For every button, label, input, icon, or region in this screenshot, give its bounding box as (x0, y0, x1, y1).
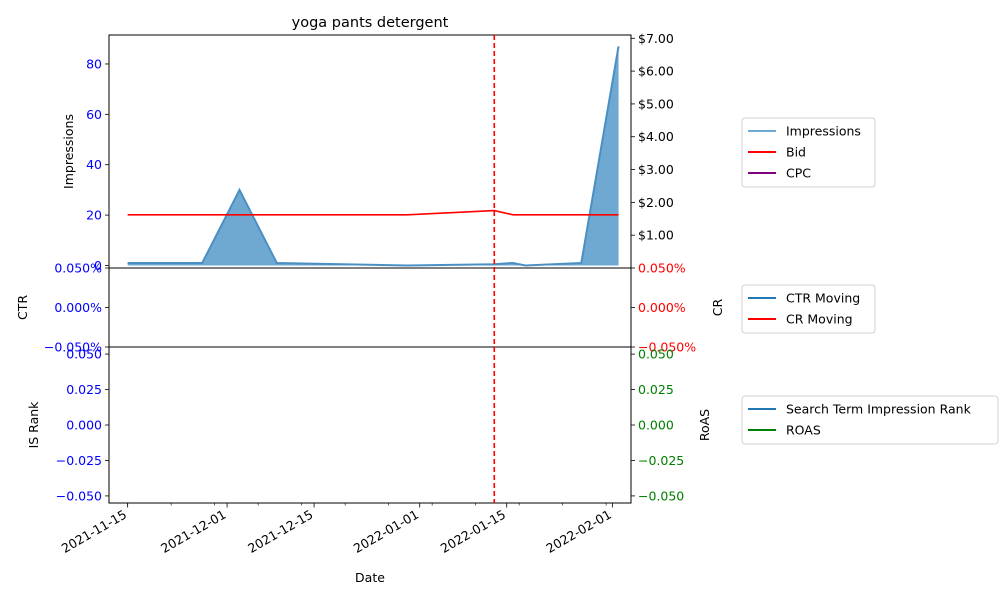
legend-label-cr-moving: CR Moving (786, 312, 853, 327)
rank-right-tick-label: −0.025 (638, 453, 684, 468)
impressions-frame (108, 34, 632, 269)
ctr-left-tick-label: −0.050% (44, 340, 102, 355)
rank-left-tick-label: −0.050 (56, 488, 102, 503)
x-axis-label: Date (355, 570, 385, 585)
impressions-right-tick-label: $5.00 (638, 96, 674, 111)
impressions-line (127, 46, 620, 267)
impressions-left-axis-label: Impressions (61, 114, 76, 189)
x-tick-label: 2021-12-15 (245, 507, 315, 556)
rank-frame (108, 346, 632, 504)
impressions-left-tick-label: 0 (94, 258, 102, 273)
rank-left-tick-label: −0.025 (56, 453, 102, 468)
ctr-right-tick-label: −0.050% (638, 340, 696, 355)
rank-left-tick-label: 0.025 (66, 382, 102, 397)
legend-label-roas: ROAS (786, 423, 821, 438)
legend-label-ctr-moving: CTR Moving (786, 291, 860, 306)
x-tick-label: 2021-11-15 (59, 507, 129, 556)
impressions-left-tick-label: 60 (86, 107, 102, 122)
impressions-legend-box (741, 117, 876, 188)
rank-left-tick-label: 0.000 (66, 418, 102, 433)
ctr-left-axis-label: CTR (15, 295, 30, 320)
x-tick-label: 2022-01-01 (351, 507, 421, 556)
rank-right-tick-label: 0.000 (638, 418, 674, 433)
impressions-left-tick-label: 80 (86, 56, 102, 71)
impressions-right-tick-label: $1.00 (638, 228, 674, 243)
ctr-left-tick-label: 0.000% (54, 300, 102, 315)
x-tick-label: 2021-12-01 (158, 507, 228, 556)
x-tick-label: 2022-01-15 (438, 507, 508, 556)
rank-right-axis-label: RoAS (697, 409, 712, 441)
rank-left-axis-label: IS Rank (26, 401, 41, 449)
ctr-right-tick-label: 0.050% (638, 261, 686, 276)
rank-right-tick-label: −0.050 (638, 488, 684, 503)
chart-title: yoga pants detergent (292, 15, 449, 31)
impressions-left-tick-label: 20 (86, 208, 102, 223)
legend-label-bid: Bid (786, 145, 806, 160)
impressions-area (127, 46, 619, 266)
impressions-right-tick-label: $4.00 (638, 129, 674, 144)
impressions-right-tick-label: $7.00 (638, 31, 674, 46)
impressions-left-tick-label: 40 (86, 157, 102, 172)
impressions-right-tick-label: $6.00 (638, 64, 674, 79)
rank-left-tick-label: 0.050 (66, 347, 102, 362)
ctr-right-tick-label: 0.000% (638, 300, 686, 315)
impressions-right-tick-label: $2.00 (638, 195, 674, 210)
impressions-right-tick-label: $3.00 (638, 162, 674, 177)
x-tick-label: 2022-02-01 (543, 507, 613, 556)
ctr-right-axis-label: CR (710, 298, 725, 316)
legend-label-search-term-impression-rank: Search Term Impression Rank (786, 402, 972, 417)
legend-label-cpc: CPC (786, 166, 811, 181)
rank-right-tick-label: 0.050 (638, 347, 674, 362)
ctr-frame (108, 267, 632, 348)
legend-label-impressions: Impressions (786, 124, 861, 139)
rank-legend-box (741, 395, 999, 445)
ctr-left-tick-label: 0.050% (54, 261, 102, 276)
bid-line (127, 209, 619, 216)
rank-right-tick-label: 0.025 (638, 382, 674, 397)
